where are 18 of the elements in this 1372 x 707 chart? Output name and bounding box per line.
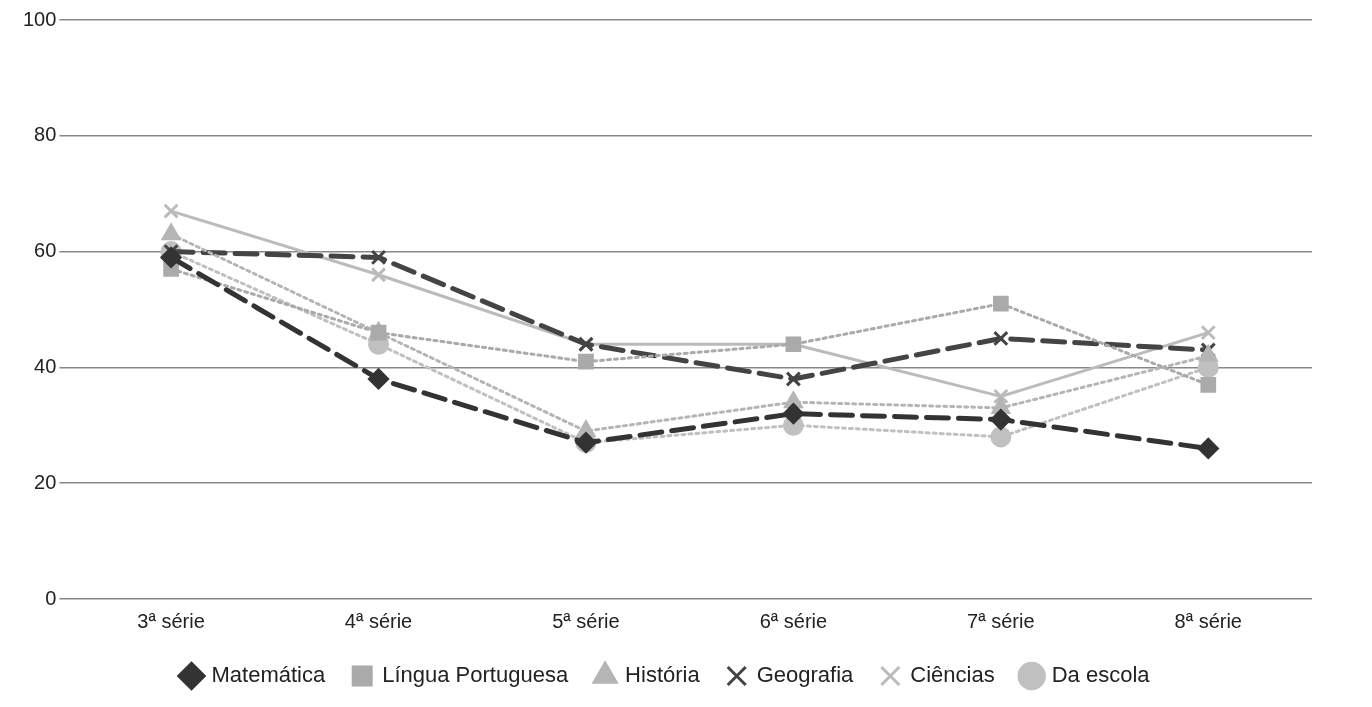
legend-label: Língua Portuguesa xyxy=(382,662,569,688)
y-tick-label: 40 xyxy=(34,354,57,377)
y-tick-label: 80 xyxy=(34,123,57,146)
legend-label: Ciências xyxy=(910,662,995,688)
legend-label: Geografia xyxy=(756,662,855,688)
x-tick-label: 8ª série xyxy=(1174,609,1242,632)
y-tick-label: 100 xyxy=(22,7,57,30)
y-tick-label: 20 xyxy=(34,470,57,493)
y-tick-label: 0 xyxy=(45,586,57,609)
x-tick-label: 3ª série xyxy=(137,609,205,632)
legend-label: Da escola xyxy=(1051,662,1151,688)
legend-label: História xyxy=(625,662,701,688)
x-tick-label: 6ª série xyxy=(759,609,828,632)
x-tick-label: 7ª série xyxy=(967,609,1035,632)
x-tick-label: 5ª série xyxy=(552,609,620,632)
y-tick-label: 60 xyxy=(34,239,57,262)
x-tick-label: 4ª série xyxy=(344,609,413,632)
legend-label: Matemática xyxy=(211,662,326,688)
